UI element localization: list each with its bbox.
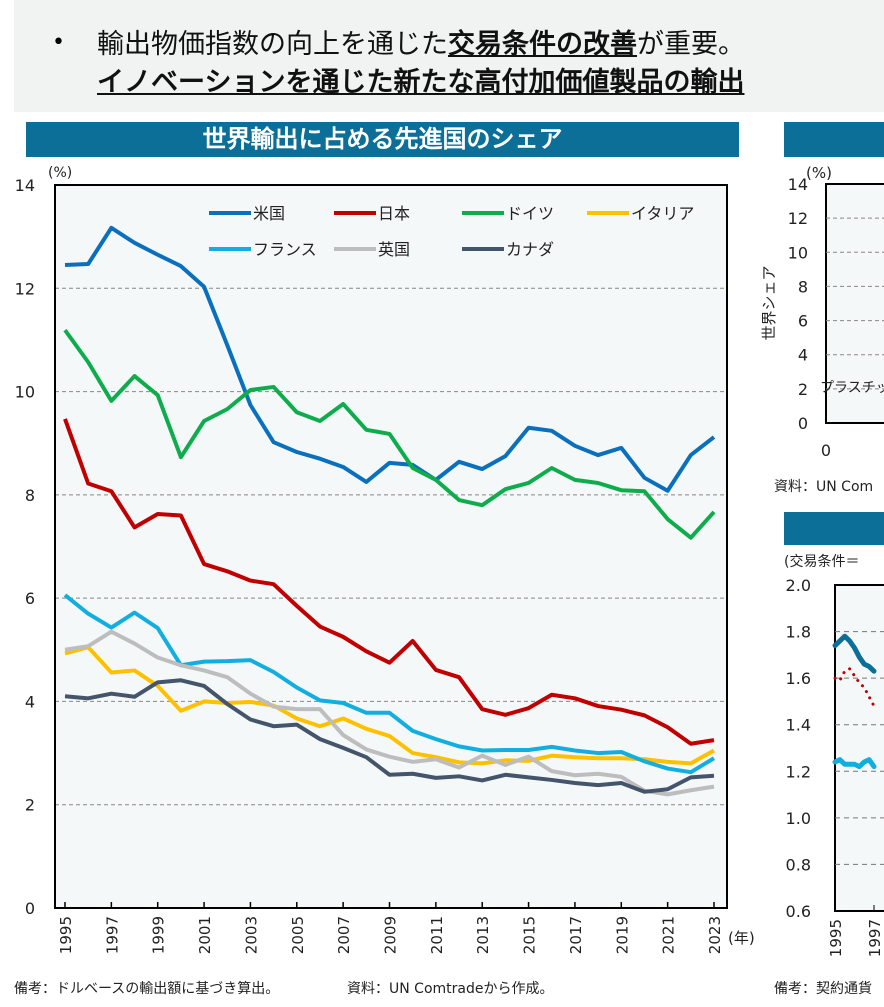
y-tick-label: 12 [15, 279, 35, 298]
x-tick-label: 1997 [866, 919, 884, 957]
y-tick-label: 14 [788, 175, 808, 194]
y-tick-label: 1.6 [786, 669, 811, 688]
x-tick-label: 0 [821, 441, 831, 460]
series-line-4 [64, 645, 715, 766]
y-tick-label: 6 [25, 589, 35, 608]
x-tick-label: 2001 [196, 916, 214, 954]
y-tick-label: 0 [798, 414, 808, 433]
x-tick-label: 2015 [521, 916, 539, 954]
y-axis-unit: (%) [48, 165, 72, 181]
x-tick-label: 1995 [827, 919, 845, 957]
right-top-source: 資料：UN Com [774, 479, 874, 495]
main-chart-title: 世界輸出に占める先進国のシェア [26, 122, 739, 157]
x-axis-unit: (年) [728, 929, 755, 947]
x-tick-label: 2005 [289, 916, 307, 954]
x-tick-label: 1999 [150, 916, 168, 954]
y-tick-label: 10 [15, 383, 35, 402]
header-line-1-prefix: 輸出物価指数の向上を通じた [97, 29, 448, 60]
right-top-chart-title-bar [784, 122, 884, 157]
right-top-plot-area [825, 183, 884, 424]
header-line-1: 輸出物価指数の向上を通じた交易条件の改善が重要。 [97, 22, 745, 61]
y-tick-label: 12 [788, 209, 808, 228]
y-axis-label: 世界シェア [760, 265, 778, 340]
x-tick-label: 2003 [242, 916, 260, 954]
y-tick-label: 0.8 [786, 855, 811, 874]
y-tick-label: 2 [25, 796, 35, 815]
y-tick-label: 0.6 [786, 902, 811, 921]
y-tick-label: 4 [25, 692, 35, 711]
right-bottom-note: 備考：契約通貨 [774, 981, 872, 997]
x-tick-label: 2013 [474, 916, 492, 954]
legend-label: フランス [253, 240, 317, 259]
y-tick-label: 8 [25, 486, 35, 505]
y-tick-label: 2 [798, 380, 808, 399]
legend-label: ドイツ [506, 204, 554, 223]
main-plot-area [55, 185, 727, 908]
right-bottom-series-2 [833, 667, 876, 708]
x-tick-label: 1997 [103, 916, 121, 954]
main-chart-note: 備考：ドルベースの輸出額に基づき算出。 [14, 981, 280, 997]
y-tick-label: 2.0 [786, 576, 811, 595]
series-line-3 [63, 328, 716, 540]
y-axis-unit: (%) [806, 164, 832, 182]
x-tick-label: 1995 [57, 916, 75, 954]
right-bottom-series-1 [832, 633, 877, 674]
header-line-1-emphasis: 交易条件の改善 [448, 29, 637, 60]
y-tick-label: 14 [15, 176, 35, 195]
legend-label: 米国 [253, 204, 285, 223]
legend-label: イタリア [631, 204, 694, 223]
x-tick-label: 2009 [382, 916, 400, 954]
series-line-6 [64, 629, 715, 797]
x-tick-label: 2017 [567, 916, 585, 954]
right-bottom-chart-title-bar [784, 512, 884, 545]
main-plot-frame [54, 184, 728, 909]
y-tick-label: 10 [788, 243, 808, 262]
y-tick-label: 6 [798, 312, 808, 331]
header-banner [14, 0, 884, 112]
main-chart-source: 資料：UN Comtradeから作成。 [347, 981, 554, 997]
annotation: プラスチッ [820, 380, 884, 396]
y-tick-label: 1.8 [786, 623, 811, 642]
y-tick-label: 1.4 [786, 716, 811, 735]
x-tick-label: 2021 [660, 916, 678, 954]
series-line-7 [64, 678, 715, 794]
right-bottom-plot-area [834, 584, 884, 912]
y-tick-label: 4 [798, 346, 808, 365]
x-tick-label: 2007 [335, 916, 353, 954]
series-line-1 [64, 225, 716, 493]
y-tick-label: 1.0 [786, 809, 811, 828]
x-tick-label: 2011 [428, 916, 446, 954]
y-tick-label: 0 [25, 899, 35, 918]
series-line-2 [63, 418, 715, 746]
legend-label: 英国 [378, 240, 410, 259]
legend-label: 日本 [378, 204, 410, 223]
y-tick-label: 8 [798, 277, 808, 296]
right-bottom-subtitle: (交易条件＝ [784, 554, 860, 570]
legend-label: カナダ [506, 240, 554, 259]
header-line-2: イノベーションを通じた新たな高付加価値製品の輸出 [97, 67, 745, 98]
right-bottom-series-3 [832, 757, 877, 770]
y-tick-label: 1.2 [786, 762, 811, 781]
series-line-5 [63, 593, 716, 775]
header-line-1-suffix: が重要。 [637, 29, 745, 60]
x-tick-label: 2019 [613, 916, 631, 954]
x-tick-label: 2023 [706, 916, 724, 954]
bullet-icon: • [52, 30, 65, 55]
